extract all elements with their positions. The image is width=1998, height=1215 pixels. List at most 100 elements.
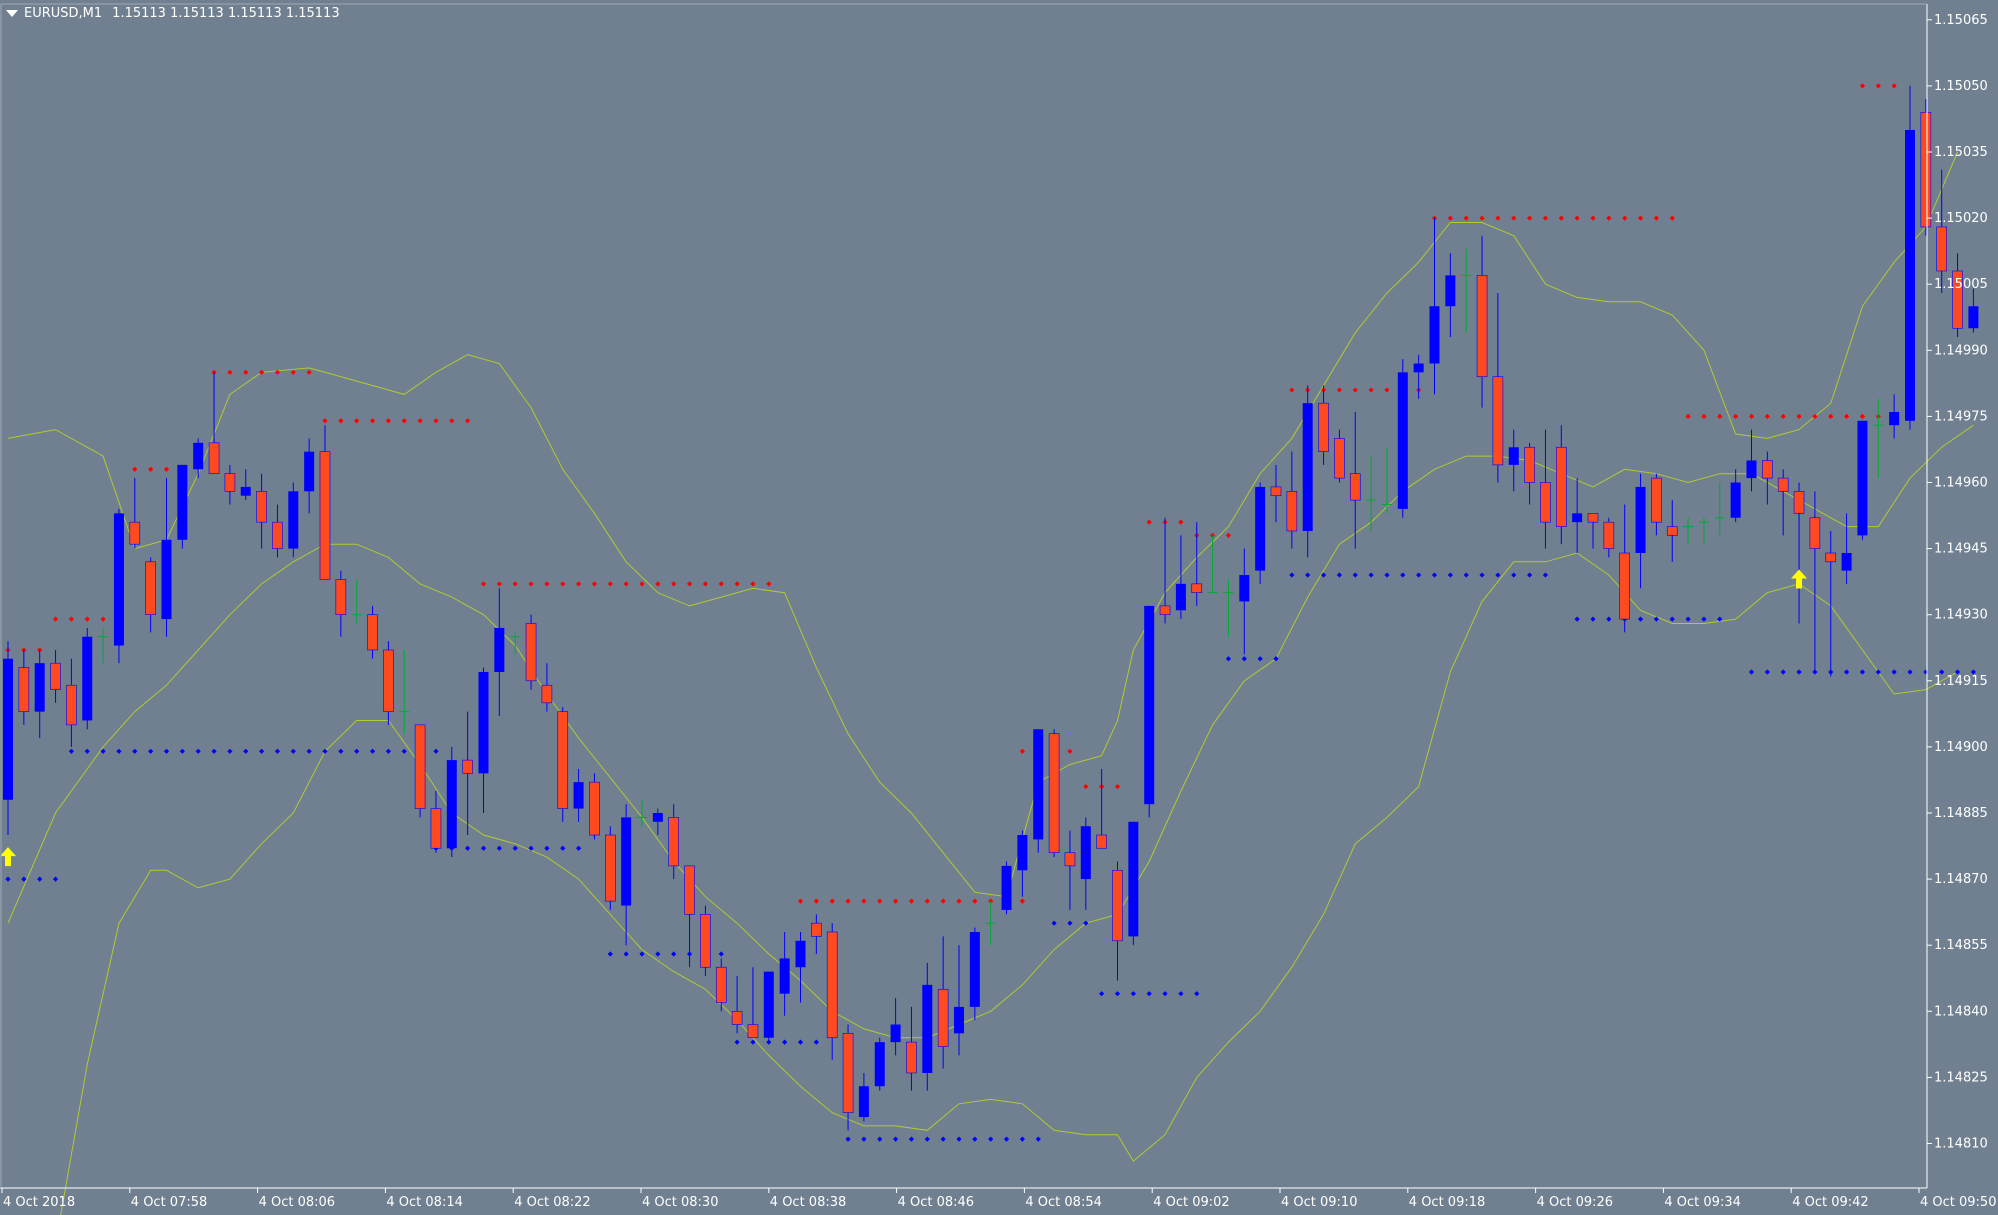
resistance-dot [1225,532,1232,538]
support-dot [734,1039,740,1045]
resistance-dot [132,466,138,472]
candle [842,1024,854,1131]
candle [1587,513,1599,549]
candle [1048,729,1060,858]
candle [335,570,347,637]
symbol-label: EURUSD,M1 [24,5,103,21]
resistance-dot [84,616,90,622]
x-tick-label: 4 Oct 08:22 [514,1195,590,1210]
candle [557,707,569,822]
candle [1873,398,1884,479]
candle [858,1072,869,1122]
support-dot [1051,920,1057,926]
candle [1508,429,1519,492]
support-dot [1796,669,1802,675]
candle [1540,429,1551,549]
resistance-dot [1590,215,1596,221]
candle-body [1905,129,1915,421]
resistance-dot [306,369,312,375]
ohlc-readout: 1.15113 1.15113 1.15113 1.15113 [112,5,340,21]
resistance-dot [718,581,724,587]
support-dot [480,845,487,851]
support-dot [544,845,550,851]
support-dot [528,845,534,851]
support-dot [338,748,344,754]
candle-body [129,521,141,545]
candle-body [1889,411,1900,426]
support-dot [1685,616,1691,622]
candle-body [700,914,711,968]
candle-body [478,671,489,774]
candle-body [1033,729,1044,840]
candle-body [1191,583,1203,593]
resistance-dot [1875,83,1881,89]
candle-body [1508,447,1519,465]
support-dot [1130,991,1136,997]
candle [224,464,236,505]
support-dot [1162,991,1168,997]
support-dot [924,1136,930,1142]
candle [50,649,61,703]
support-dot [21,876,27,882]
support-dot [1764,669,1770,675]
x-tick-label: 4 Oct 09:42 [1792,1195,1868,1210]
resistance-dot [100,616,106,622]
candle-body [304,451,315,492]
candle [1349,411,1361,549]
candle-body [50,662,61,690]
middle-band-line [7,424,1974,1039]
support-dot [179,748,185,754]
resistance-dot [163,466,170,472]
candle [715,958,727,1012]
candle [383,641,394,725]
candle [1762,451,1773,505]
candle [874,1037,885,1091]
candle-body [1017,835,1028,871]
candle-body [177,464,188,540]
candle-body [272,521,283,549]
x-tick-label: 4 Oct 08:14 [386,1195,462,1210]
support-dot [306,748,312,754]
candle-body [1793,491,1805,514]
candle-body [937,988,949,1047]
support-dot [1891,669,1897,675]
support-dot [1590,616,1596,622]
candle [478,667,489,813]
candle-body [82,636,93,721]
support-dot [163,748,170,754]
candle-body [826,931,838,1039]
resistance-dot [1606,215,1612,221]
candle [1159,517,1171,624]
candle [1920,99,1932,236]
candle-body [1128,821,1139,937]
resistance-dot [845,898,851,904]
resistance-dot [290,369,296,375]
candles [3,85,1979,1131]
candle [1968,288,1979,333]
candle-body [1857,420,1868,536]
support-dot [195,748,201,754]
candle [1603,517,1615,558]
candle-body [1413,363,1424,373]
support-dot [1083,920,1089,926]
candle-body [1429,306,1440,364]
resistance-dot [1859,83,1866,89]
support-dot [1320,572,1327,578]
support-dot [1527,572,1533,578]
resistance-dot [988,898,994,904]
candle [1445,253,1456,338]
triangle-down-icon[interactable] [6,9,18,17]
candle-body [1603,521,1615,549]
candle [1952,253,1963,338]
resistance-dot [1542,215,1549,221]
candle [1905,85,1915,430]
support-dot [132,748,138,754]
support-dot [750,1039,756,1045]
resistance-dot [1764,413,1770,419]
candle [494,588,505,717]
candle [1302,385,1313,558]
candle [1936,169,1947,294]
resistance-dot [734,581,740,587]
resistance-dot [544,581,550,587]
